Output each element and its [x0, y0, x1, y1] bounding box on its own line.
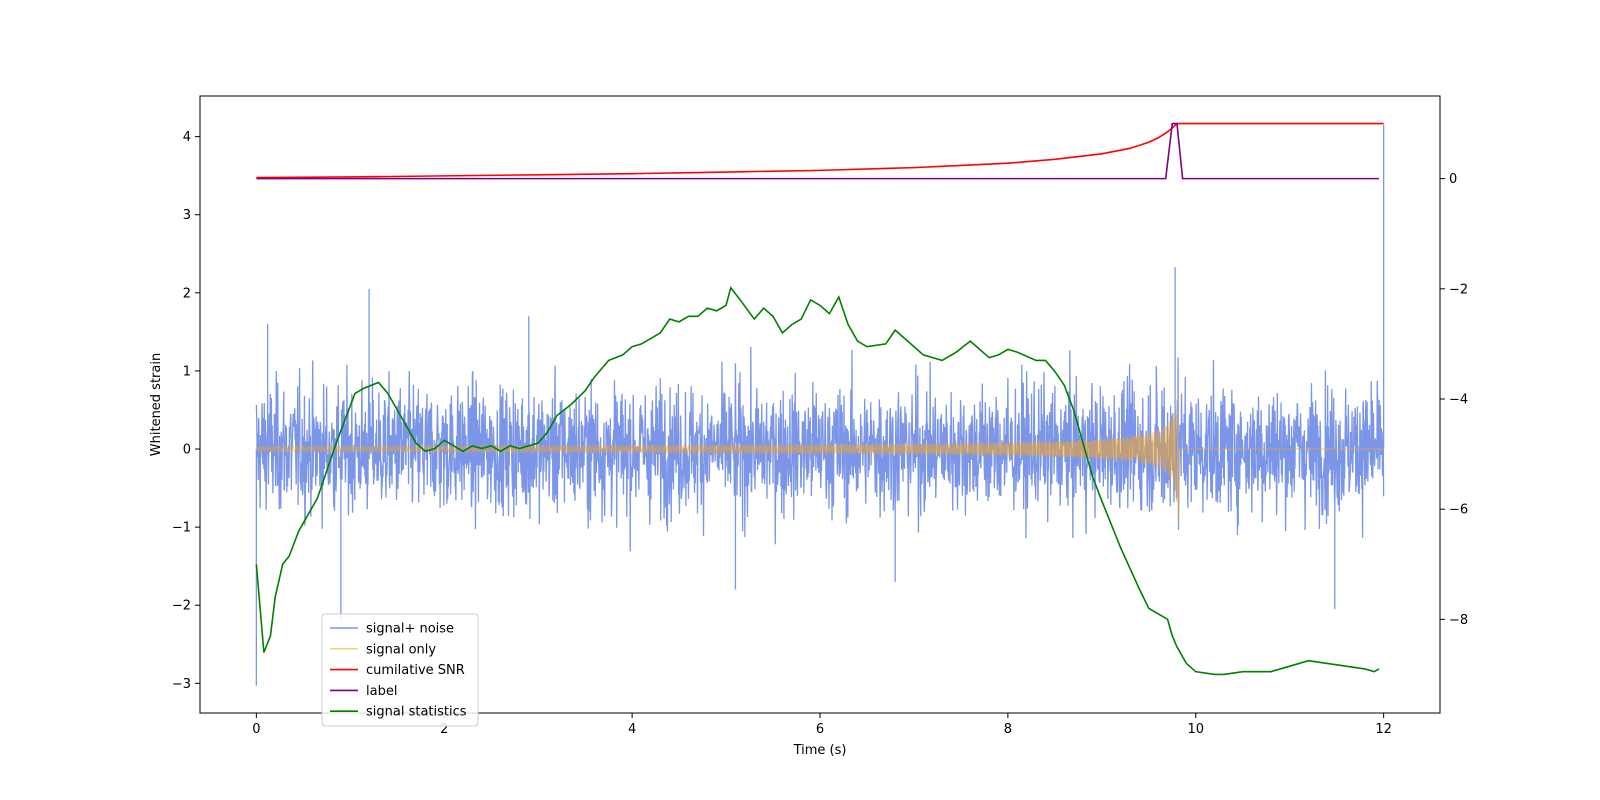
series-line-cumilative-snr — [256, 122, 1384, 179]
series-line-signal-statistics — [255, 285, 1380, 676]
y-tick-label: 2 — [183, 286, 191, 301]
legend-label: signal+ noise — [366, 622, 454, 637]
x-tick-label: 10 — [1187, 722, 1204, 737]
legend: signal+ noise signal only cumilative SNR la… — [321, 613, 479, 727]
y-tick-label: 3 — [183, 208, 191, 223]
legend-label: label — [366, 684, 397, 699]
y2-tick-label: −8 — [1449, 613, 1468, 628]
y2-tick-label: −4 — [1449, 392, 1468, 407]
x-tick-label: 4 — [628, 722, 636, 737]
y2-tick-label: −6 — [1449, 503, 1468, 518]
x-tick-label: 8 — [1004, 722, 1012, 737]
x-axis-label: Time (s) — [793, 743, 847, 758]
x-tick-label: 12 — [1375, 722, 1392, 737]
y-axis-label: Whitened strain — [149, 353, 164, 456]
y-tick-label: 4 — [183, 130, 191, 145]
legend-label: cumilative SNR — [366, 663, 465, 678]
series-line-signal-only — [255, 389, 1384, 522]
y2-tick-label: 0 — [1449, 172, 1457, 187]
x-tick-label: 6 — [816, 722, 824, 737]
y-tick-label: −1 — [172, 521, 191, 536]
series-layer — [255, 122, 1385, 686]
legend-box — [321, 613, 479, 727]
legend-label: signal only — [366, 642, 436, 657]
x-tick-label: 2 — [440, 722, 448, 737]
y-tick-label: −2 — [172, 599, 191, 614]
y-tick-label: −3 — [172, 677, 191, 692]
y-tick-label: 0 — [183, 443, 191, 458]
y-tick-label: 1 — [183, 364, 191, 379]
x-tick-label: 0 — [252, 722, 260, 737]
series-line-label — [256, 122, 1379, 180]
legend-label: signal statistics — [366, 705, 467, 720]
y2-tick-label: −2 — [1449, 282, 1468, 297]
